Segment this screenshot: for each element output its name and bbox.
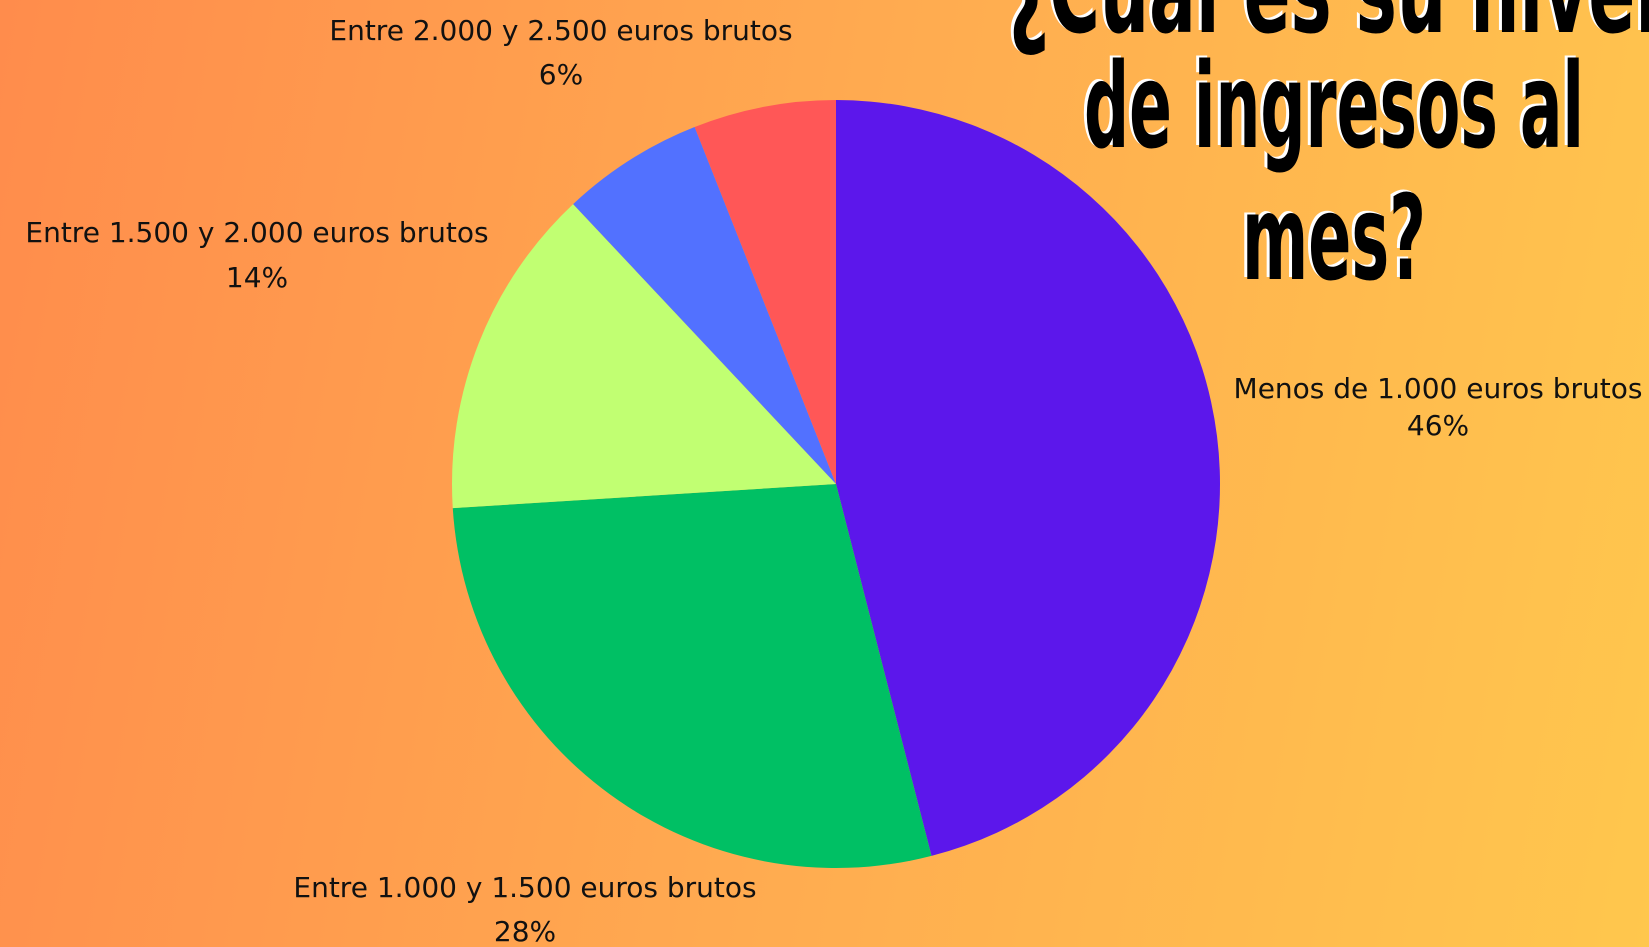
slice-value-label: 28%	[494, 915, 556, 947]
slice-label: Entre 1.000 y 1.500 euros brutos	[293, 871, 756, 904]
slice-label: Menos de 1.000 euros brutos	[1234, 372, 1643, 405]
pie-slice	[573, 126, 836, 485]
slice-value-label: 14%	[226, 261, 288, 294]
chart-title: de ingresos al	[1084, 37, 1584, 175]
pie-slice	[452, 484, 932, 868]
chart-title: ¿Cuál es su nivel	[1009, 0, 1649, 60]
pie-slice	[452, 204, 836, 509]
chart-title: mes?	[1242, 169, 1426, 307]
slice-label: Entre 1.500 y 2.000 euros brutos	[25, 216, 488, 249]
pie-slice	[694, 100, 836, 484]
slice-value-label: 6%	[539, 58, 583, 91]
pie	[452, 100, 1220, 868]
pie-slice	[836, 100, 1220, 856]
slice-label: Entre 2.000 y 2.500 euros brutos	[329, 14, 792, 47]
slice-value-label: 46%	[1407, 409, 1469, 442]
